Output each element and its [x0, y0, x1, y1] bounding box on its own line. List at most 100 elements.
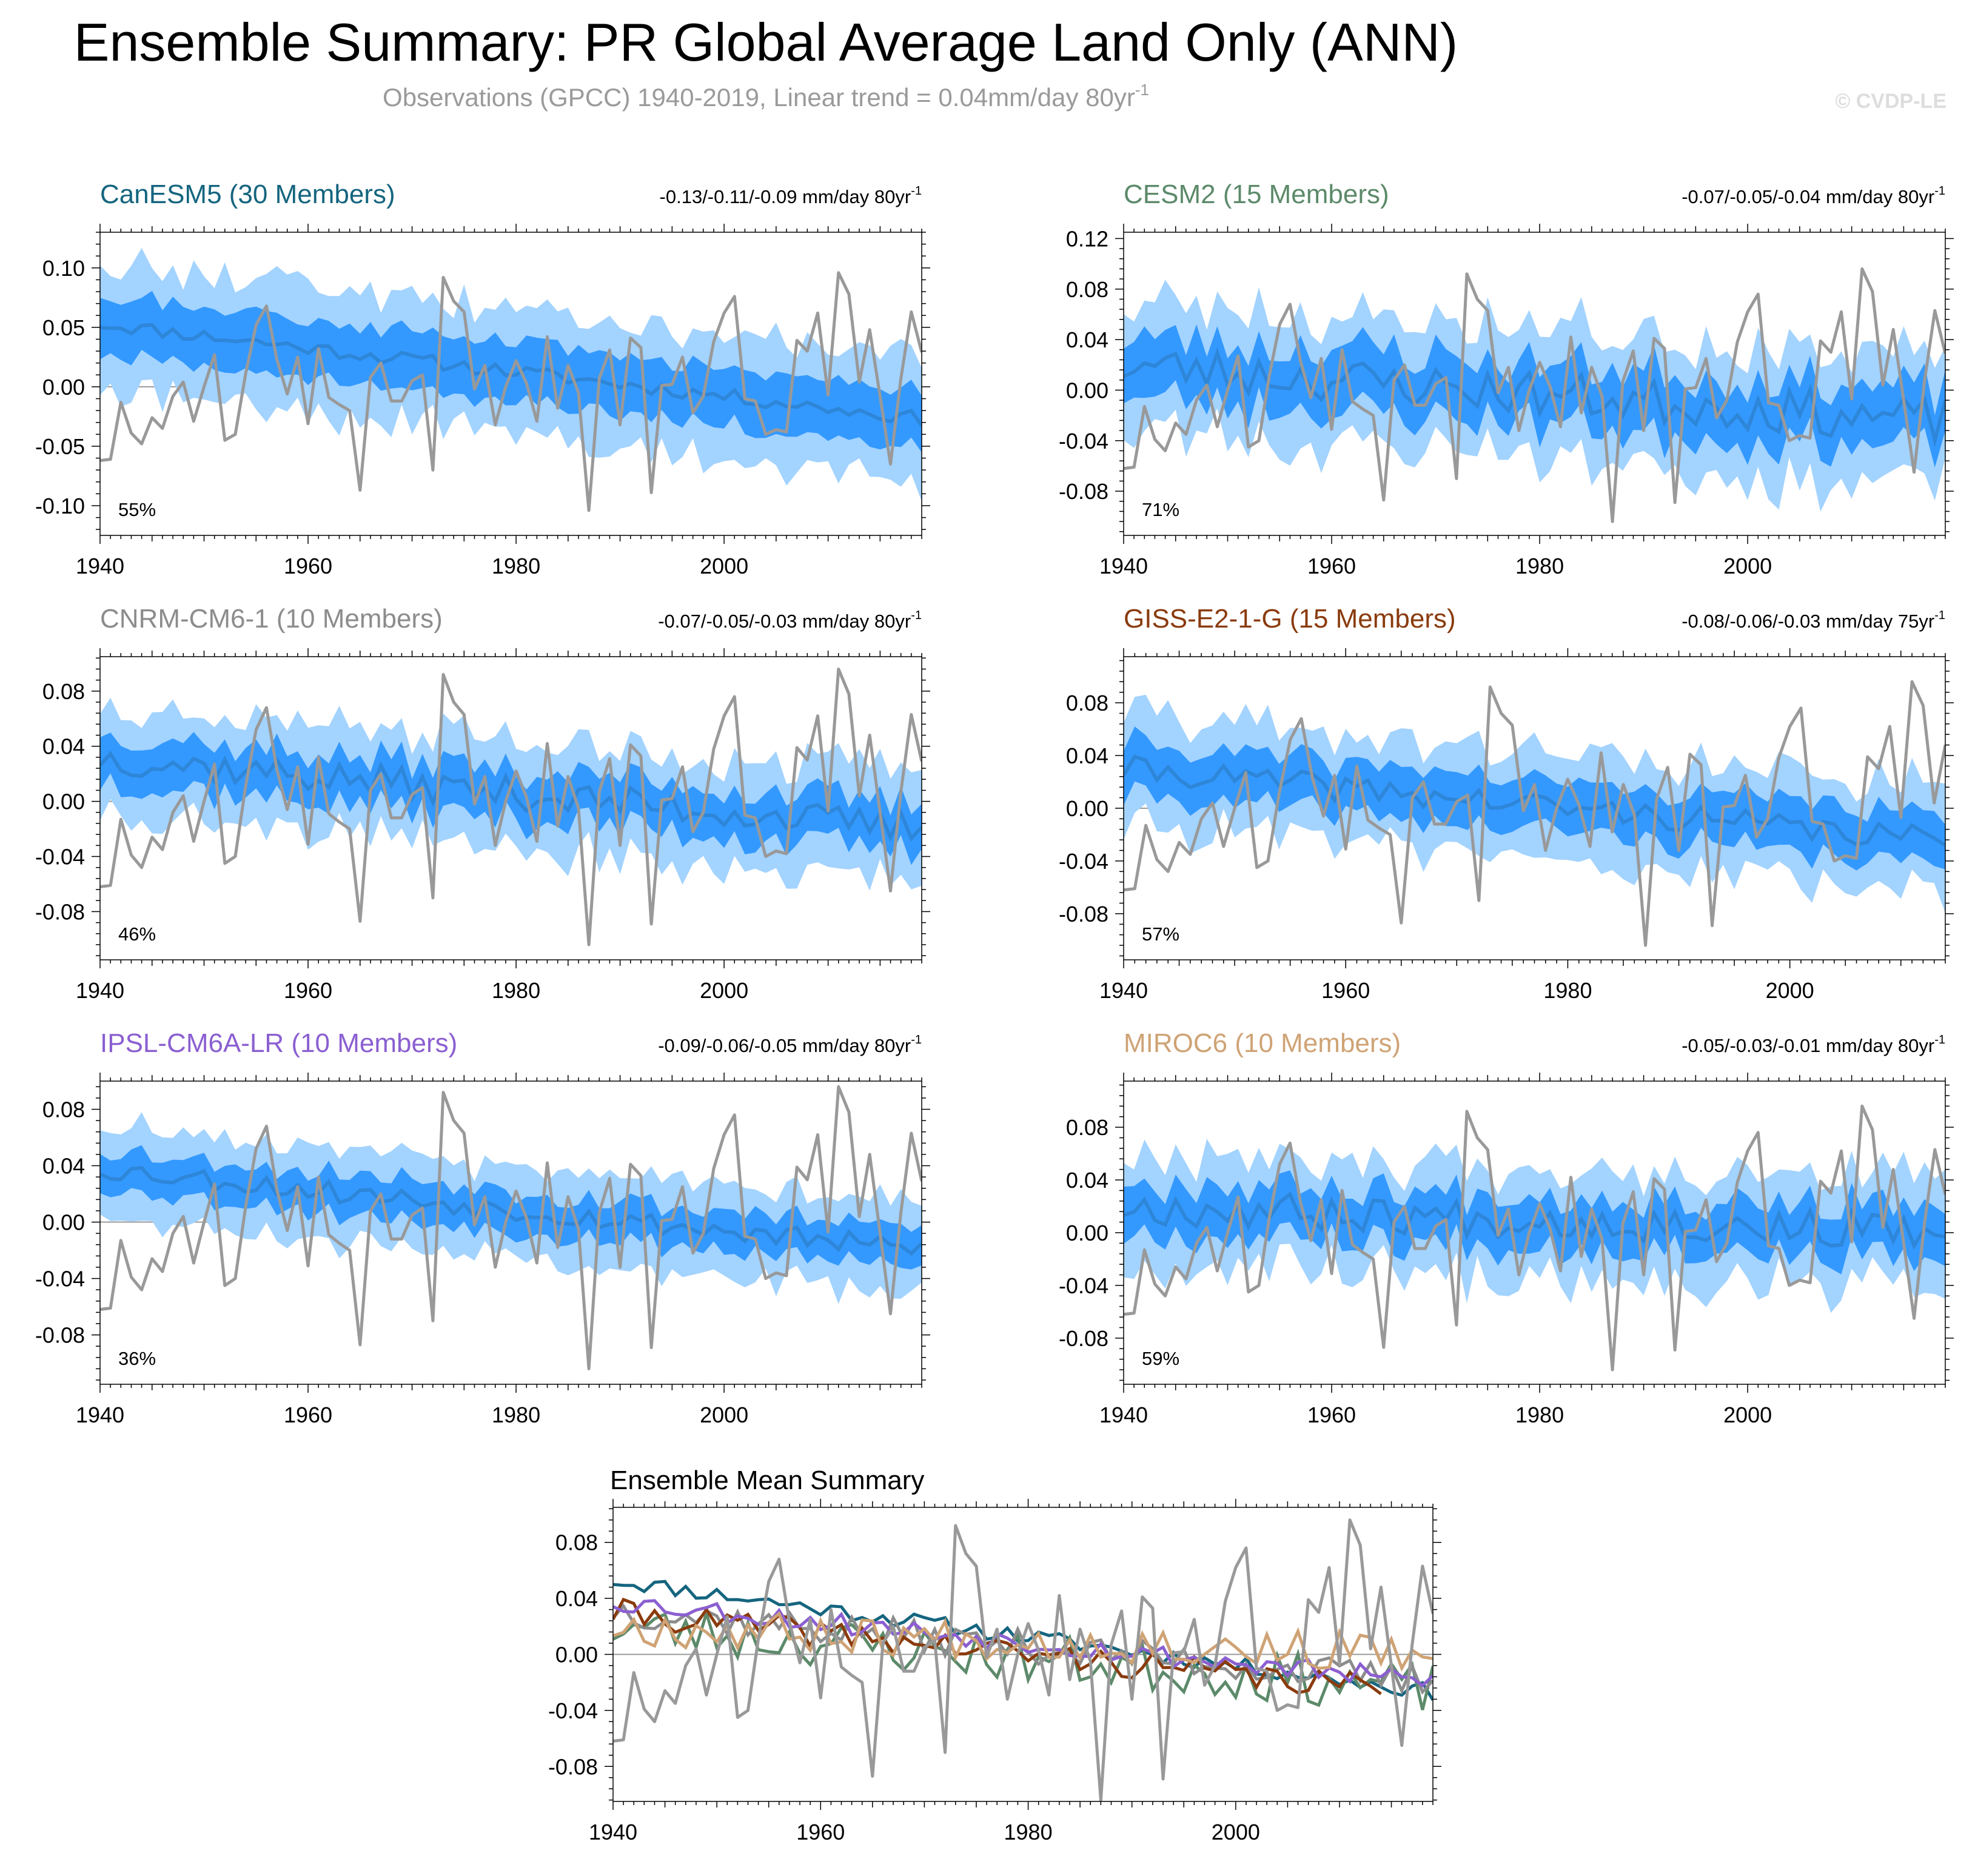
- plot-area: [1124, 267, 1945, 523]
- x-tick-label: 1980: [492, 978, 540, 1003]
- x-tick-label: 1980: [1515, 1402, 1564, 1427]
- x-tick-label: 1940: [589, 1820, 637, 1844]
- panel-title: IPSL-CM6A-LR (10 Members): [100, 1028, 457, 1058]
- y-tick-label: -0.04: [35, 845, 85, 869]
- y-tick-label: 0.00: [1066, 1221, 1108, 1245]
- y-tick-label: -0.08: [35, 899, 85, 924]
- x-tick-label: 1980: [1515, 554, 1564, 578]
- y-tick-label: -0.04: [548, 1698, 598, 1723]
- observations-line: [100, 668, 922, 946]
- panel-trend: -0.13/-0.11/-0.09 mm/day 80yr-1: [660, 184, 922, 207]
- plot-frame: [1123, 232, 1946, 536]
- ensemble-mean-line: [1124, 1191, 1945, 1250]
- chart-panel-canesm5: 1940 1960 1980 2000 -0.10 -0.05 0.00 0.05 0.10 Ca…: [35, 179, 930, 578]
- panel-percent: 59%: [1142, 1348, 1179, 1369]
- y-tick-label: -0.08: [1059, 479, 1108, 504]
- x-tick-label: 2000: [700, 554, 748, 578]
- y-tick-label: -0.08: [1059, 1326, 1108, 1351]
- panel-title: GISS-E2-1-G (15 Members): [1124, 604, 1456, 634]
- chart-panel-cnrm: 1940 1960 1980 2000 -0.08 -0.04 0.00 0.04 0.08 CN…: [35, 604, 930, 1003]
- plot-area: [1124, 680, 1945, 947]
- x-tick-label: 1960: [1307, 554, 1356, 578]
- y-tick-label: 0.04: [1066, 1168, 1108, 1193]
- plot-area: [613, 1518, 1433, 1801]
- x-tick-label: 1980: [1543, 978, 1592, 1003]
- observations-line: [613, 1518, 1433, 1801]
- panel-trend: -0.07/-0.05/-0.04 mm/day 80yr-1: [1682, 184, 1945, 207]
- ensemble-mean-line: [1124, 754, 1945, 847]
- observations-line: [100, 1085, 922, 1370]
- y-tick-label: 0.08: [555, 1530, 598, 1555]
- y-tick-label: 0.08: [42, 679, 85, 704]
- plot-area: [100, 1085, 922, 1370]
- x-tick-label: 1960: [284, 1402, 332, 1427]
- chart-panel-miroc6: 1940 1960 1980 2000 -0.08 -0.04 0.00 0.04 0.08 MI…: [1059, 1028, 1954, 1427]
- y-tick-label: 0.00: [42, 789, 85, 814]
- plot-area: [100, 248, 922, 512]
- y-tick-label: -0.04: [1059, 849, 1108, 874]
- spread-25-75-band: [100, 732, 922, 865]
- plot-frame: [99, 1080, 922, 1385]
- observations-line: [1124, 267, 1945, 523]
- ensemble-mean-line-giss: [613, 1597, 1382, 1695]
- observations-line: [1124, 1104, 1945, 1372]
- y-tick-label: 0.08: [1066, 277, 1108, 302]
- panel-percent: 57%: [1142, 923, 1179, 945]
- panel-percent: 55%: [118, 499, 156, 520]
- y-tick-label: 0.00: [42, 1210, 85, 1235]
- observations-line: [1124, 680, 1945, 947]
- y-tick-label: 0.00: [555, 1643, 598, 1667]
- y-tick-label: 0.08: [42, 1097, 85, 1122]
- ensemble-mean-line-miroc6: [613, 1611, 1433, 1672]
- plot-area: [100, 668, 922, 946]
- y-tick-label: 0.04: [1066, 743, 1108, 768]
- watermark: © CVDP-LE: [1835, 90, 1946, 113]
- y-tick-label: 0.08: [1066, 1115, 1108, 1140]
- chart-panels: 1940 1960 1980 2000 -0.10 -0.05 0.00 0.05 0.10 Ca…: [35, 179, 1954, 1844]
- plot-frame: [99, 232, 922, 536]
- x-tick-label: 2000: [700, 978, 748, 1003]
- y-tick-label: 0.04: [42, 1154, 85, 1179]
- ensemble-mean-line: [1124, 347, 1945, 448]
- panel-percent: 71%: [1142, 499, 1179, 520]
- panel-title: CESM2 (15 Members): [1124, 179, 1389, 209]
- y-tick-label: -0.05: [35, 434, 85, 459]
- panel-trend: -0.08/-0.06/-0.03 mm/day 75yr-1: [1682, 609, 1945, 632]
- figure-title: Ensemble Summary: PR Global Average Land…: [74, 12, 1458, 72]
- x-tick-label: 1960: [796, 1820, 845, 1844]
- ensemble-mean-line-ipsl: [613, 1599, 1433, 1688]
- y-tick-label: -0.08: [548, 1754, 598, 1779]
- y-tick-label: -0.10: [35, 494, 85, 518]
- y-tick-label: 0.04: [555, 1586, 598, 1611]
- x-tick-label: 1960: [284, 554, 332, 578]
- chart-panel-ipsl: 1940 1960 1980 2000 -0.08 -0.04 0.00 0.04 0.08 IP…: [35, 1028, 930, 1427]
- panel-trend: -0.07/-0.05/-0.03 mm/day 80yr-1: [658, 609, 922, 632]
- x-tick-label: 1980: [492, 1402, 540, 1427]
- x-tick-label: 2000: [700, 1402, 748, 1427]
- x-tick-label: 2000: [1723, 1402, 1772, 1427]
- chart-panel-giss: 1940 1960 1980 2000 -0.08 -0.04 0.00 0.04 0.08 GI…: [1059, 604, 1954, 1003]
- panel-percent: 36%: [118, 1348, 156, 1369]
- y-tick-label: -0.08: [35, 1323, 85, 1348]
- plot-area: [1124, 1104, 1945, 1372]
- x-tick-label: 1940: [76, 1402, 124, 1427]
- chart-panel-cesm2: 1940 1960 1980 2000 -0.08 -0.04 0.00 0.04 0.08 0.…: [1059, 179, 1954, 578]
- panel-title: CNRM-CM6-1 (10 Members): [100, 604, 443, 634]
- y-tick-label: 0.00: [42, 375, 85, 400]
- y-tick-label: 0.04: [42, 734, 85, 759]
- panel-title: MIROC6 (10 Members): [1124, 1028, 1401, 1058]
- spread-25-75-band: [1124, 726, 1945, 871]
- panel-percent: 46%: [118, 923, 156, 945]
- y-tick-label: 0.04: [1066, 327, 1108, 352]
- x-tick-label: 2000: [1766, 978, 1814, 1003]
- x-tick-label: 1960: [1307, 1402, 1356, 1427]
- observations-line: [100, 271, 922, 512]
- x-tick-label: 1960: [284, 978, 332, 1003]
- y-tick-label: -0.04: [1059, 1273, 1108, 1298]
- x-tick-label: 1980: [1004, 1820, 1053, 1844]
- summary-title: Ensemble Mean Summary: [610, 1466, 924, 1495]
- x-tick-label: 1960: [1321, 978, 1370, 1003]
- figure-subtitle: Observations (GPCC) 1940-2019, Linear tr…: [383, 81, 1149, 112]
- y-tick-label: -0.08: [1059, 902, 1108, 926]
